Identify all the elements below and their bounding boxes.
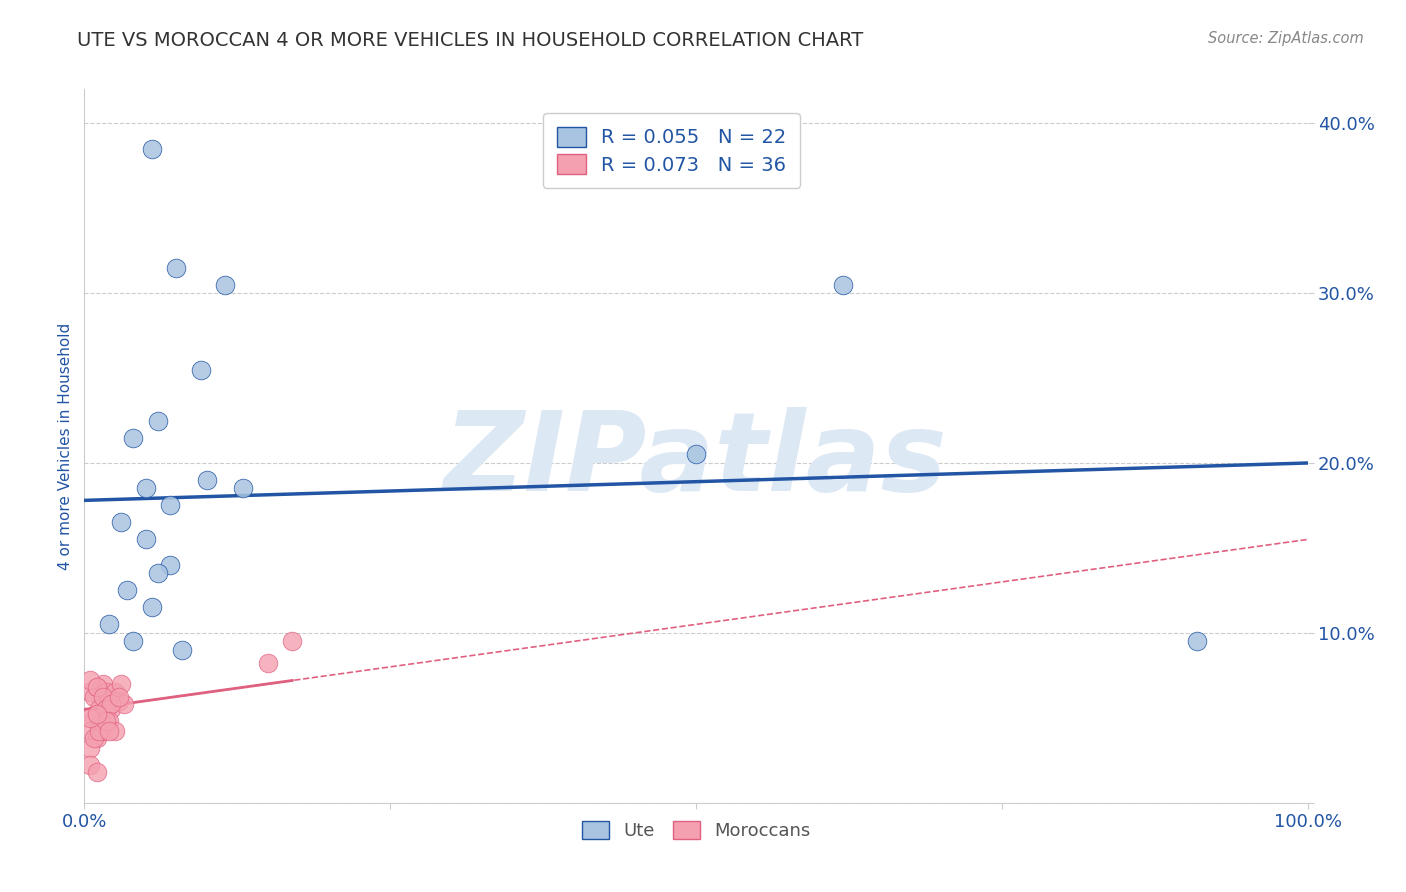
Point (83, 690, 105, 705)
Point (141, 600, 163, 615)
Point (86, 731, 108, 746)
Point (97, 724, 120, 739)
Point (146, 566, 169, 581)
Point (100, 698, 122, 712)
Point (97, 617, 120, 632)
Point (135, 482, 157, 496)
Point (110, 516, 132, 530)
Point (96, 685, 118, 699)
Point (79, 741, 101, 756)
Point (122, 634, 145, 648)
Text: Source: ZipAtlas.com: Source: ZipAtlas.com (1208, 31, 1364, 46)
Point (91, 724, 114, 739)
Point (1187, 634, 1209, 648)
Point (79, 673, 101, 688)
Text: ZIPatlas: ZIPatlas (444, 407, 948, 514)
Legend: Ute, Moroccans: Ute, Moroccans (575, 814, 817, 847)
Point (107, 690, 129, 705)
Point (159, 499, 181, 513)
Point (86, 680, 108, 694)
Point (159, 558, 181, 572)
Point (104, 724, 127, 739)
Point (141, 142, 163, 156)
Point (79, 711, 101, 725)
Point (83, 731, 105, 746)
Point (91, 690, 114, 705)
Point (79, 685, 101, 699)
Point (135, 533, 157, 547)
Point (96, 702, 118, 716)
Point (87, 724, 110, 739)
Point (87, 702, 110, 716)
Y-axis label: 4 or more Vehicles in Household: 4 or more Vehicles in Household (58, 322, 73, 570)
Point (195, 473, 218, 487)
Point (97, 694, 120, 708)
Point (86, 680, 108, 694)
Point (79, 724, 101, 739)
Point (165, 260, 187, 275)
Point (172, 643, 194, 657)
Point (107, 694, 129, 708)
Point (91, 677, 114, 691)
Point (83, 711, 105, 725)
Point (831, 277, 853, 292)
Point (214, 277, 236, 292)
Point (110, 677, 132, 691)
Point (100, 702, 122, 716)
Point (86, 707, 108, 722)
Point (86, 765, 108, 780)
Point (257, 657, 280, 671)
Point (97, 714, 120, 729)
Point (190, 362, 212, 376)
Point (232, 482, 254, 496)
Point (104, 685, 127, 699)
Point (115, 583, 138, 598)
Point (281, 634, 304, 648)
Text: UTE VS MOROCCAN 4 OR MORE VEHICLES IN HOUSEHOLD CORRELATION CHART: UTE VS MOROCCAN 4 OR MORE VEHICLES IN HO… (77, 31, 863, 50)
Point (87, 719, 110, 733)
Point (685, 448, 707, 462)
Point (79, 758, 101, 772)
Point (112, 698, 135, 712)
Point (122, 430, 145, 444)
Point (146, 413, 169, 427)
Point (96, 714, 118, 729)
